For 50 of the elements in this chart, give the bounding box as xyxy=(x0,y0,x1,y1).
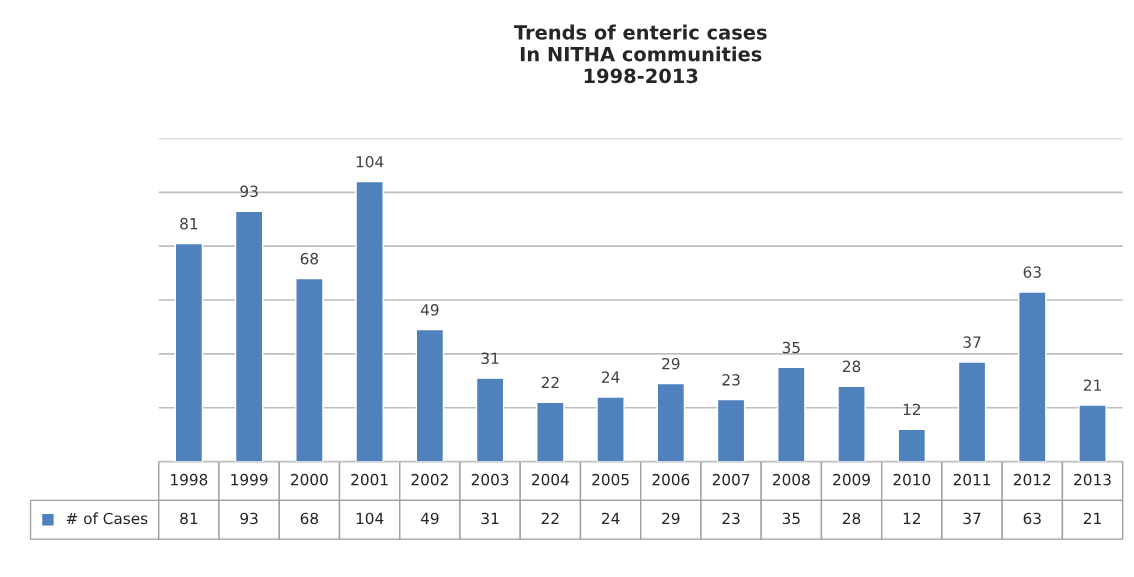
data-label: 23 xyxy=(722,374,740,386)
text: 37 xyxy=(963,512,981,525)
text: 63 xyxy=(1023,512,1041,525)
data-label: 21 xyxy=(1083,379,1101,391)
text: 23 xyxy=(722,512,740,525)
text: 28 xyxy=(842,512,861,525)
data-label: 31 xyxy=(481,352,499,365)
x-tick-label: 2003 xyxy=(471,473,509,486)
text: 31 xyxy=(481,512,499,525)
text: 22 xyxy=(541,512,559,524)
x-tick-label: 1999 xyxy=(231,473,268,486)
x-tick-label: 2008 xyxy=(773,473,810,486)
x-tick-label: 1998 xyxy=(171,473,208,486)
text: 35 xyxy=(782,512,800,525)
x-tick-label: 2010 xyxy=(893,473,931,486)
data-label: 28 xyxy=(842,360,861,373)
x-tick-label: 2005 xyxy=(592,473,629,486)
data-label: 68 xyxy=(300,252,319,265)
data-label: 35 xyxy=(782,341,800,354)
text: 21 xyxy=(1083,512,1101,524)
chart-title: Trends of enteric cases In NITHA communities 1998-2013 xyxy=(513,24,767,84)
x-tick-label: 2006 xyxy=(652,473,690,486)
data-label: 63 xyxy=(1023,266,1041,278)
text: 93 xyxy=(240,512,258,525)
text: 81 xyxy=(180,512,198,525)
x-tick-label: 2002 xyxy=(411,473,448,486)
text: 12 xyxy=(903,512,920,524)
data-label: 81 xyxy=(180,217,198,230)
text: 24 xyxy=(601,512,620,524)
x-tick-label: 2001 xyxy=(351,473,388,486)
x-tick-label: 2011 xyxy=(953,473,991,486)
text: 104 xyxy=(356,512,384,525)
data-label: 24 xyxy=(601,371,620,383)
x-tick-label: 2013 xyxy=(1074,473,1111,486)
x-tick-label: 2004 xyxy=(532,473,569,486)
data-label: 29 xyxy=(662,357,680,370)
x-tick-label: 2000 xyxy=(291,473,328,486)
text: 49 xyxy=(420,512,439,525)
data-label: 22 xyxy=(541,376,559,389)
data-label: 104 xyxy=(356,155,384,168)
data-label: 93 xyxy=(240,185,258,198)
legend-label: # of Cases xyxy=(66,512,148,525)
data-label: 37 xyxy=(963,336,981,348)
x-tick-label: 2007 xyxy=(712,473,750,486)
x-tick-label: 2009 xyxy=(833,473,870,486)
data-label: 12 xyxy=(903,403,920,415)
x-tick-label: 2012 xyxy=(1013,473,1051,486)
text: 68 xyxy=(300,512,319,525)
text: 29 xyxy=(662,512,680,525)
data-label: 49 xyxy=(420,304,439,316)
